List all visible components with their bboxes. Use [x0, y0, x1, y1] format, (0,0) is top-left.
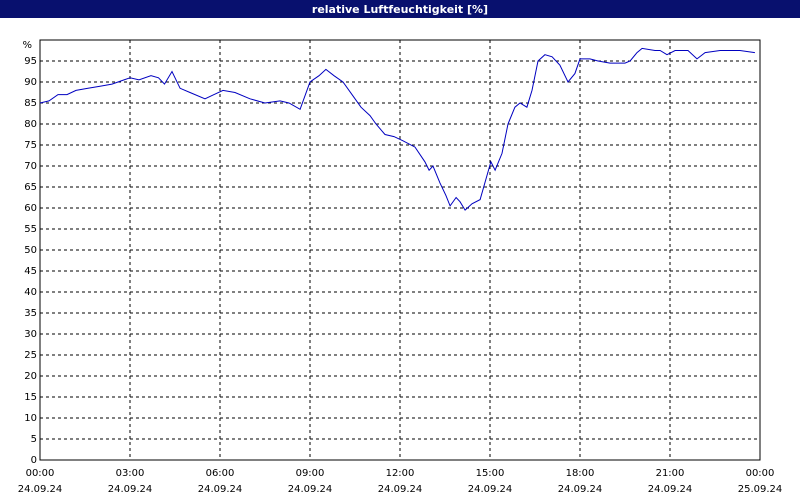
x-tick-date: 25.09.24: [738, 484, 783, 495]
x-tick-label: 09:00: [296, 468, 325, 479]
x-tick-date: 24.09.24: [648, 484, 693, 495]
x-tick-label: 00:00: [26, 468, 55, 479]
y-tick-label: 0: [31, 455, 37, 466]
y-tick-label: 50: [24, 245, 37, 256]
x-tick-label: 06:00: [206, 468, 235, 479]
y-tick-label: 70: [24, 161, 37, 172]
y-tick-label: 20: [24, 371, 37, 382]
y-tick-label: 40: [24, 287, 37, 298]
y-tick-label: 90: [24, 77, 37, 88]
y-tick-label: 10: [24, 413, 37, 424]
y-tick-label: 75: [24, 140, 37, 151]
x-tick-date: 24.09.24: [108, 484, 153, 495]
title-bar: [0, 0, 800, 18]
chart-title: relative Luftfeuchtigkeit [%]: [312, 3, 488, 16]
x-tick-label: 00:00: [746, 468, 775, 479]
x-tick-date: 24.09.24: [378, 484, 423, 495]
y-tick-label: 30: [24, 329, 37, 340]
x-tick-date: 24.09.24: [18, 484, 63, 495]
x-tick-label: 03:00: [116, 468, 145, 479]
x-tick-date: 24.09.24: [558, 484, 603, 495]
data-line: [39, 47, 755, 211]
x-tick-label: 12:00: [386, 468, 415, 479]
y-tick-label: 55: [24, 224, 37, 235]
x-tick-label: 21:00: [656, 468, 685, 479]
x-tick-date: 24.09.24: [288, 484, 333, 495]
y-tick-label: 60: [24, 203, 37, 214]
y-tick-label: 45: [24, 266, 37, 277]
y-axis-label: %: [22, 40, 32, 51]
y-tick-label: 35: [24, 308, 37, 319]
x-tick-date: 24.09.24: [198, 484, 243, 495]
y-tick-label: 5: [31, 434, 37, 445]
y-tick-label: 15: [24, 392, 37, 403]
y-tick-label: 25: [24, 350, 37, 361]
y-tick-label: 85: [24, 98, 37, 109]
y-tick-label: 80: [24, 119, 37, 130]
x-tick-label: 15:00: [476, 468, 505, 479]
y-tick-label: 95: [24, 56, 37, 67]
x-tick-date: 24.09.24: [468, 484, 513, 495]
y-tick-label: 65: [24, 182, 37, 193]
plot-border: [39, 39, 761, 461]
x-tick-label: 18:00: [566, 468, 595, 479]
